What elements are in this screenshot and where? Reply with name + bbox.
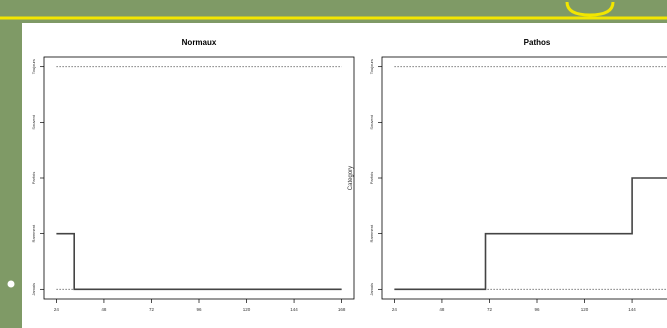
x-tick-label: 24 — [392, 307, 398, 312]
step-series-line — [394, 177, 667, 291]
x-tick-label: 168 — [338, 307, 346, 312]
y-tick-label: Parfois — [31, 172, 36, 184]
y-tick-label: Jamais — [369, 283, 374, 296]
x-tick-label: 120 — [243, 307, 251, 312]
y-tick-label: Souvent — [31, 114, 36, 130]
x-tick-label: 24 — [54, 307, 60, 312]
y-tick-label: Rarement — [31, 224, 36, 242]
x-tick-label: 48 — [439, 307, 445, 312]
x-tick-label: 72 — [487, 307, 493, 312]
step-series-line — [56, 232, 342, 291]
x-tick-label: 144 — [290, 307, 298, 312]
chart-panel: Normaux Category 24 48 72 96 120 144 168 Jamais Ra… — [22, 23, 667, 328]
chart-title: Pathos — [524, 38, 551, 47]
x-tick-label: 96 — [196, 307, 202, 312]
y-tick-label: Toujours — [369, 59, 374, 74]
step-charts: Normaux Category 24 48 72 96 120 144 168 Jamais Ra… — [31, 38, 667, 312]
decorative-curl — [565, 1, 615, 17]
y-axis-label: Category — [348, 166, 354, 190]
y-tick-label: Toujours — [31, 59, 36, 74]
bullet-dot — [7, 280, 15, 288]
chart-title: Normaux — [182, 38, 217, 47]
y-tick-label: Rarement — [369, 224, 374, 242]
y-tick-label: Souvent — [369, 114, 374, 130]
y-tick-label: Parfois — [369, 172, 374, 184]
plot-frame — [43, 56, 355, 300]
x-tick-label: 144 — [628, 307, 636, 312]
x-tick-label: 72 — [149, 307, 155, 312]
x-tick-label: 96 — [534, 307, 540, 312]
plot-frame — [381, 56, 667, 300]
x-tick-label: 48 — [101, 307, 107, 312]
chart-1: Normaux Category 24 48 72 96 120 144 168 Jamais Ra… — [31, 38, 355, 312]
chart-2: PathosCategory24487296120144168JamaisRar… — [348, 38, 667, 312]
x-tick-label: 120 — [581, 307, 589, 312]
y-tick-label: Jamais — [31, 283, 36, 296]
